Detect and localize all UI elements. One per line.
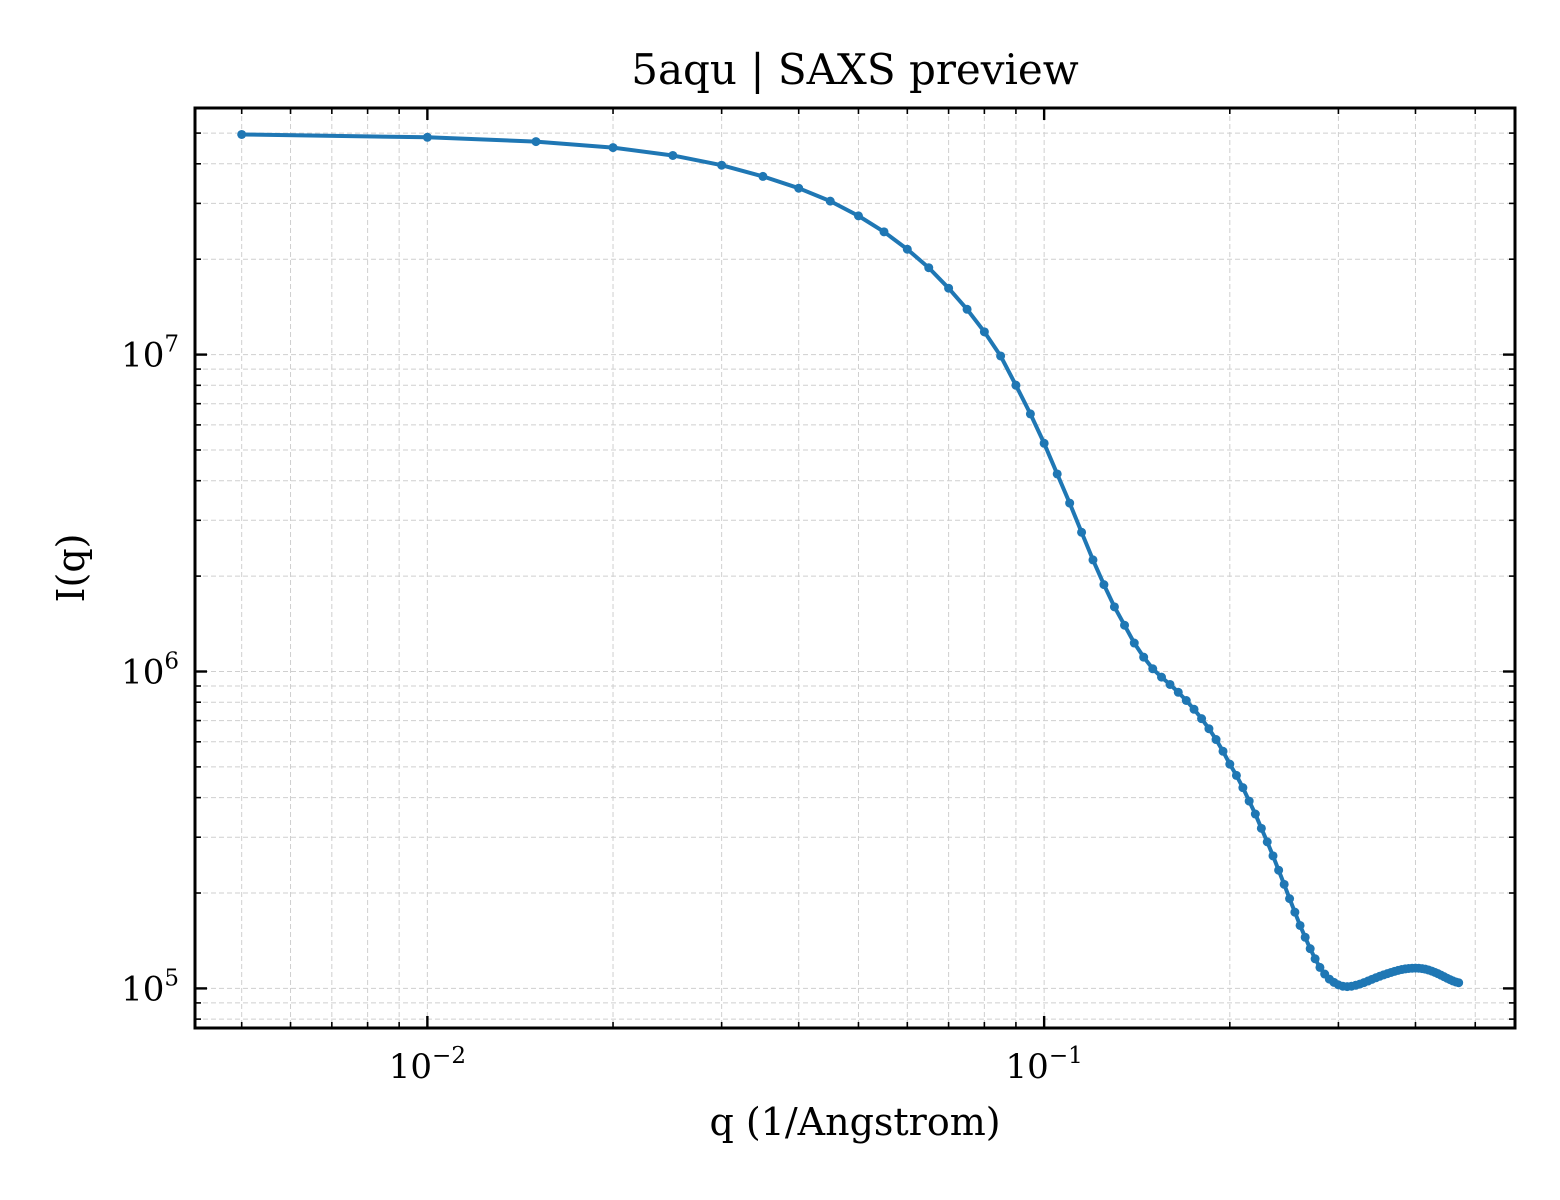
data-point [1274,865,1284,875]
data-point [979,327,989,337]
data-point [1238,783,1248,793]
data-point [1025,409,1035,419]
data-point [1065,498,1075,508]
data-point [1120,620,1130,630]
data-point [879,227,889,237]
data-point [1088,555,1098,565]
data-point [1262,837,1272,847]
data-point [1181,696,1191,705]
chart-title: 5aqu | SAXS preview [631,45,1079,94]
data-point [531,137,541,147]
data-point [794,183,804,193]
data-point [608,143,618,153]
data-point [1285,894,1295,904]
data-point [825,196,835,206]
data-point [1052,469,1062,479]
data-point [1300,932,1310,942]
data-point [944,283,954,293]
data-point [758,171,768,181]
data-point [924,263,934,273]
data-point [1295,920,1305,930]
data-point [1211,735,1221,745]
data-point [1225,759,1235,769]
data-point [1268,851,1278,861]
y-tick-label: 106 [121,649,179,693]
data-point [1099,580,1109,590]
data-point [1250,809,1260,819]
series-layer [237,129,1464,992]
data-point [717,160,727,170]
data-point [1454,978,1464,988]
data-point [1157,672,1167,682]
data-point [1218,746,1228,756]
data-point [1139,652,1149,662]
x-axis-label: q (1/Angstrom) [709,1100,1000,1144]
y-axis-label: I(q) [49,534,93,603]
data-point [1279,879,1289,889]
data-point [1310,954,1320,964]
y-tick-label: 105 [121,965,179,1009]
data-point [1315,962,1325,972]
data-point [1165,679,1175,689]
data-point [237,129,247,139]
data-point [962,304,972,314]
grid-layer [195,107,1515,1028]
data-point [1173,687,1183,697]
data-point [902,244,912,254]
y-tick-label: 107 [121,332,179,376]
data-point [1290,907,1300,917]
data-point [1189,704,1199,714]
data-point [1305,944,1315,954]
data-point [668,150,678,160]
data-point [1204,724,1214,734]
data-point [1256,823,1266,833]
data-point [1109,602,1119,612]
data-point [1039,438,1049,448]
data-point [1197,714,1207,724]
data-point [422,132,432,142]
data-point [1231,770,1241,780]
data-point [1148,664,1158,674]
data-point [996,351,1006,361]
plot-frame [193,106,1517,1030]
data-point [1129,638,1139,648]
data-point [853,211,863,221]
tick-layer: 10−2 10−1 105 106 107 [121,107,1515,1087]
data-point [1077,527,1087,537]
data-point [1011,380,1021,390]
data-point [1244,796,1254,806]
x-tick-label: 10−2 [389,1043,466,1087]
x-tick-label: 10−1 [1006,1043,1083,1087]
